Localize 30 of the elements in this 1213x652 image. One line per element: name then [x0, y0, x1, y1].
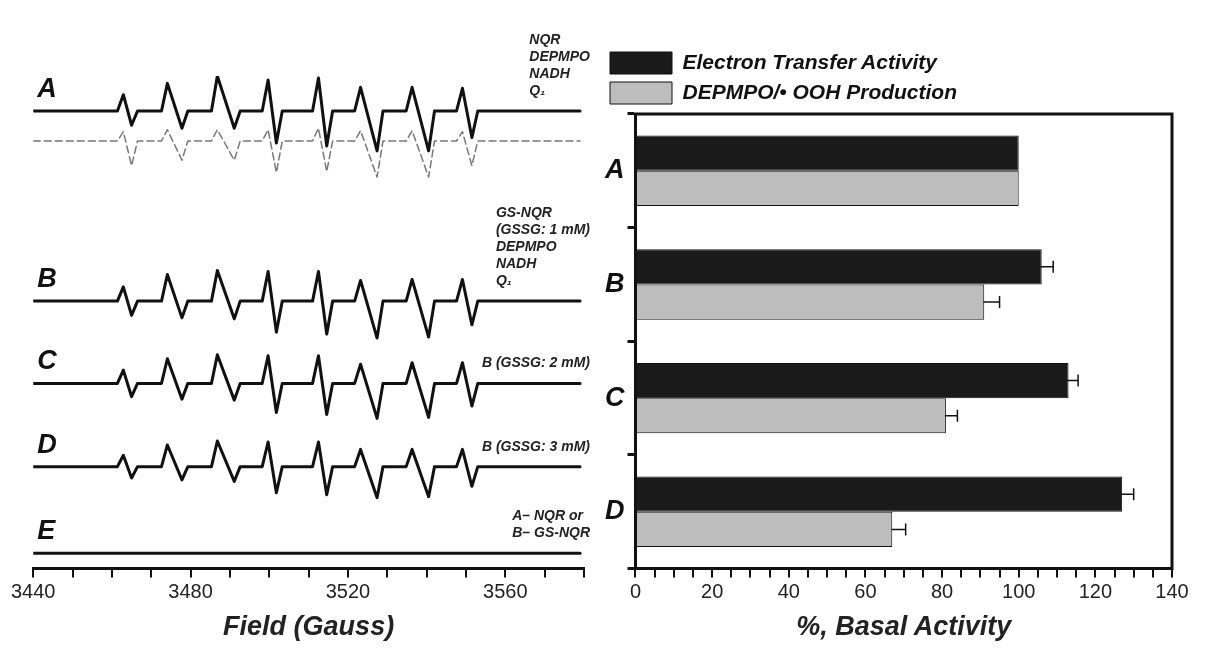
legend-label: Electron Transfer Activity: [682, 49, 939, 73]
x-axis-title: Field (Gauss): [223, 611, 395, 642]
series-label: A: [36, 72, 57, 103]
x-tick-label: 80: [930, 580, 954, 603]
x-tick-label: 0: [629, 580, 642, 603]
x-tick-label: 100: [1002, 580, 1036, 603]
series-label: E: [37, 515, 57, 546]
y-tick-label: B: [605, 267, 625, 298]
x-tick-label: 3480: [168, 580, 213, 603]
x-tick-label: 3440: [11, 580, 56, 603]
x-tick-label: 140: [1155, 580, 1189, 603]
x-tick-label: 3560: [483, 580, 528, 603]
x-tick-label: 3520: [325, 580, 371, 603]
series-label: C: [37, 345, 58, 376]
x-tick-label: 60: [854, 580, 877, 603]
x-tick-label: 40: [777, 580, 800, 603]
series-label: B: [37, 263, 57, 294]
y-tick-label: C: [605, 381, 625, 412]
annotation: B (GSSG: 3 mM): [481, 437, 590, 455]
y-tick-label: D: [605, 495, 625, 526]
x-tick-label: 20: [701, 580, 724, 603]
x-axis-title: %, Basal Activity: [796, 611, 1014, 642]
annotation: NQR DEPMPO NADH Q₁: [529, 30, 590, 99]
x-tick-label: 120: [1078, 580, 1113, 603]
y-tick-label: A: [604, 154, 625, 185]
series-label: D: [37, 428, 57, 459]
annotation: B (GSSG: 2 mM): [481, 354, 590, 372]
legend-label: DEPMPO/• OOH Production: [682, 79, 958, 103]
annotation: GS-NQR (GSSG: 1 mM) DEPMPO NADH Q₁: [495, 204, 590, 290]
annotation: A– NQR or B– GS-NQR: [512, 507, 590, 542]
